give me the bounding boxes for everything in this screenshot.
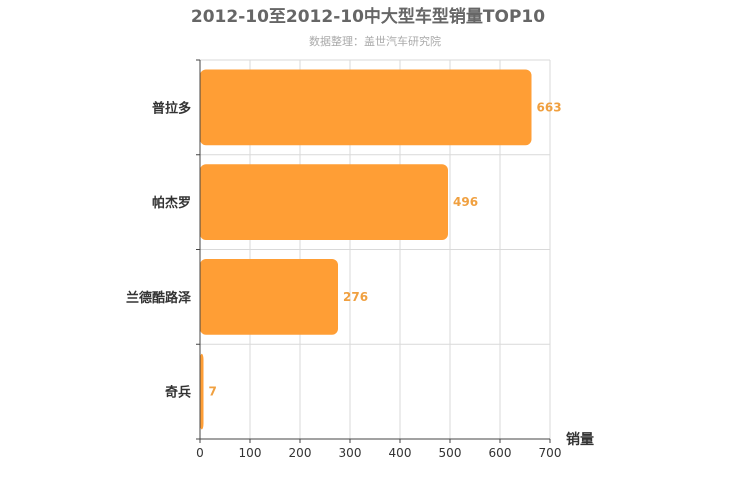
data-label: 276: [343, 290, 368, 304]
x-axis-label: 销量: [566, 431, 594, 448]
y-tick-label: 帕杰罗: [152, 195, 191, 211]
y-tick-label: 兰德酷路泽: [126, 290, 192, 306]
x-tick-label: 600: [489, 446, 512, 460]
x-tick-label: 400: [389, 446, 412, 460]
chart-subtitle: 数据整理：盖世汽车研究院: [309, 34, 441, 48]
x-tick-label: 200: [289, 446, 312, 460]
data-label: 496: [453, 195, 478, 209]
bars: [200, 69, 532, 430]
bar: [200, 353, 204, 430]
chart-title: 2012-10至2012-10中大型车型销量TOP10: [191, 6, 545, 27]
data-label: 7: [209, 385, 217, 399]
bar: [200, 258, 338, 335]
x-tick-label: 0: [196, 446, 204, 460]
x-tick-label: 100: [239, 446, 262, 460]
y-tick-label: 奇兵: [165, 385, 191, 401]
data-labels: 663 496 276 7: [209, 100, 562, 398]
data-label: 663: [537, 100, 562, 114]
x-tick-label: 500: [439, 446, 462, 460]
x-tick-label: 700: [539, 446, 562, 460]
bar: [200, 69, 532, 146]
x-tick-label: 300: [339, 446, 362, 460]
bar: [200, 164, 448, 241]
y-tick-label: 普拉多: [152, 100, 191, 116]
